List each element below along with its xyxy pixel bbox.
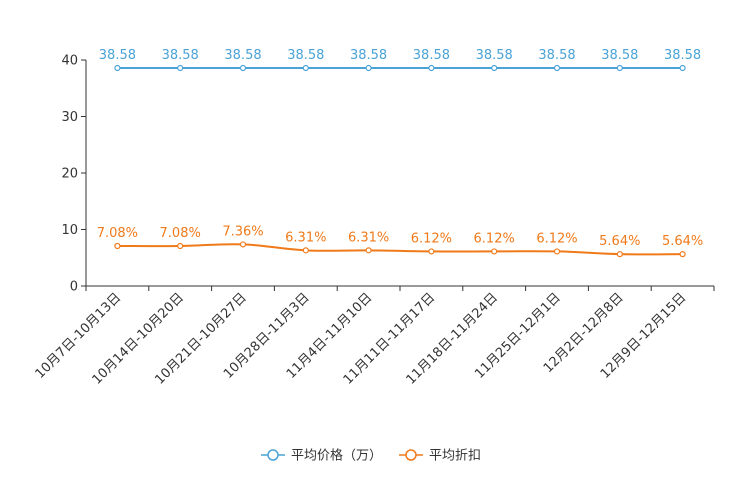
- data-label: 38.58: [664, 48, 701, 63]
- data-label: 38.58: [538, 48, 575, 63]
- data-point: [239, 241, 247, 248]
- data-label: 6.12%: [411, 231, 452, 246]
- data-label: 5.64%: [599, 234, 640, 249]
- data-label: 38.58: [601, 48, 638, 63]
- data-point: [177, 242, 184, 250]
- data-point: [302, 64, 309, 72]
- legend-label-1: 平均折扣: [429, 449, 481, 464]
- series-line-1: [117, 243, 683, 256]
- chart-series: 38.58 38.58 38.58 38.58 38.58 38.58 38.58 38.58…: [97, 48, 703, 258]
- data-point: [428, 248, 435, 255]
- y-tick-label: 10: [61, 223, 78, 238]
- data-point: [428, 64, 435, 72]
- chart-legend: 平均价格（万） 平均折扣: [261, 448, 481, 464]
- y-tick-label: 20: [61, 167, 78, 182]
- data-point: [239, 64, 247, 72]
- data-label: 7.08%: [160, 226, 201, 241]
- data-label: 38.58: [162, 48, 199, 63]
- data-point: [553, 64, 561, 72]
- data-point: [114, 64, 121, 72]
- data-label: 7.08%: [97, 226, 138, 241]
- data-point: [616, 64, 623, 72]
- data-point: [302, 247, 309, 254]
- legend-label-0: 平均价格（万）: [291, 448, 382, 464]
- data-label: 6.31%: [348, 230, 389, 245]
- data-label: 38.58: [413, 48, 450, 63]
- data-label: 38.58: [287, 48, 324, 63]
- legend-marker-0: [267, 449, 279, 461]
- data-point: [491, 64, 498, 72]
- chart-axes: 01020304010月7日-10月13日10月14日-10月20日10月21日…: [33, 54, 715, 388]
- data-label: 38.58: [99, 48, 136, 63]
- data-label: 5.64%: [662, 234, 703, 249]
- data-label: 6.12%: [536, 231, 577, 246]
- data-label: 6.12%: [474, 231, 515, 246]
- data-label: 38.58: [476, 48, 513, 63]
- data-label: 6.31%: [285, 230, 326, 245]
- y-tick-label: 0: [70, 280, 78, 295]
- data-point: [679, 251, 686, 258]
- data-label: 7.36%: [222, 224, 263, 239]
- data-point: [491, 248, 498, 255]
- legend-marker-1: [405, 449, 417, 461]
- data-point: [365, 247, 372, 254]
- data-point: [553, 248, 561, 255]
- data-point: [679, 64, 686, 72]
- data-point: [365, 64, 372, 72]
- y-tick-label: 40: [61, 54, 78, 69]
- y-tick-label: 30: [61, 110, 78, 125]
- data-point: [177, 64, 184, 72]
- data-point: [114, 242, 121, 250]
- data-label: 38.58: [350, 48, 387, 63]
- data-point: [616, 251, 623, 258]
- data-label: 38.58: [224, 48, 261, 63]
